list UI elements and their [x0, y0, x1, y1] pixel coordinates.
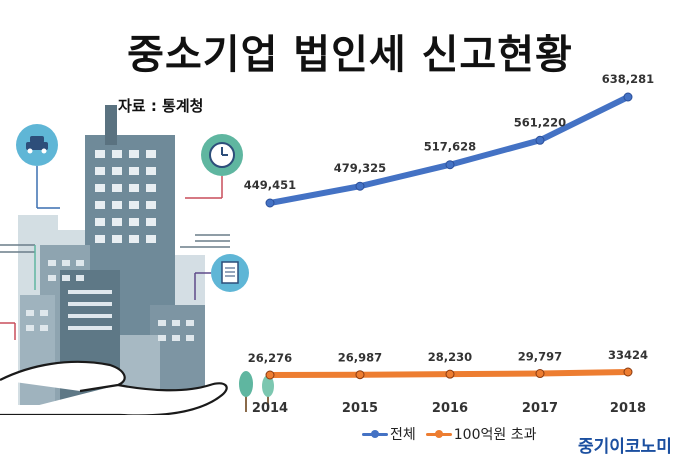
city-hand-illustration — [0, 105, 249, 415]
data-label: 26,276 — [248, 351, 292, 365]
source-note: 자료 : 통계청 — [118, 97, 204, 115]
data-label: 638,281 — [602, 72, 654, 86]
data-point — [623, 367, 633, 377]
legend-item-total: 전체 — [362, 424, 416, 444]
data-label: 561,220 — [514, 115, 566, 129]
data-point — [265, 198, 275, 208]
data-label: 449,451 — [244, 178, 296, 192]
data-label: 29,797 — [518, 350, 562, 364]
chart-legend: 전체 100억원 초과 — [362, 424, 546, 444]
car-icon — [16, 124, 58, 166]
x-tick-label: 2017 — [522, 401, 558, 416]
legend-item-over100: 100억원 초과 — [425, 424, 537, 444]
data-label: 26,987 — [338, 351, 382, 365]
x-tick-label: 2016 — [432, 401, 468, 416]
data-label: 33424 — [608, 348, 648, 362]
clock-icon — [201, 134, 243, 176]
data-point — [535, 369, 545, 379]
data-point — [445, 369, 455, 379]
data-point — [265, 370, 275, 380]
document-icon — [211, 254, 249, 292]
chart-title: 중소기업 법인세 신고현황 — [127, 32, 573, 78]
publisher-logo: 중기이코노미 — [578, 437, 672, 457]
legend-swatch-over100 — [425, 428, 452, 440]
data-point — [623, 92, 633, 102]
x-tick-label: 2018 — [610, 401, 646, 416]
data-point — [355, 181, 365, 191]
data-label: 28,230 — [428, 350, 472, 364]
legend-swatch-total — [362, 428, 388, 440]
data-label: 479,325 — [334, 161, 386, 175]
x-tick-label: 2014 — [252, 401, 288, 416]
tree-decorations — [239, 371, 274, 412]
legend-label-over100: 100억원 초과 — [453, 427, 537, 443]
x-tick-label: 2015 — [342, 401, 378, 416]
data-point — [535, 135, 545, 145]
data-point — [445, 160, 455, 170]
data-point — [355, 370, 365, 380]
legend-label-total: 전체 — [390, 427, 416, 443]
data-label: 517,628 — [424, 140, 476, 154]
